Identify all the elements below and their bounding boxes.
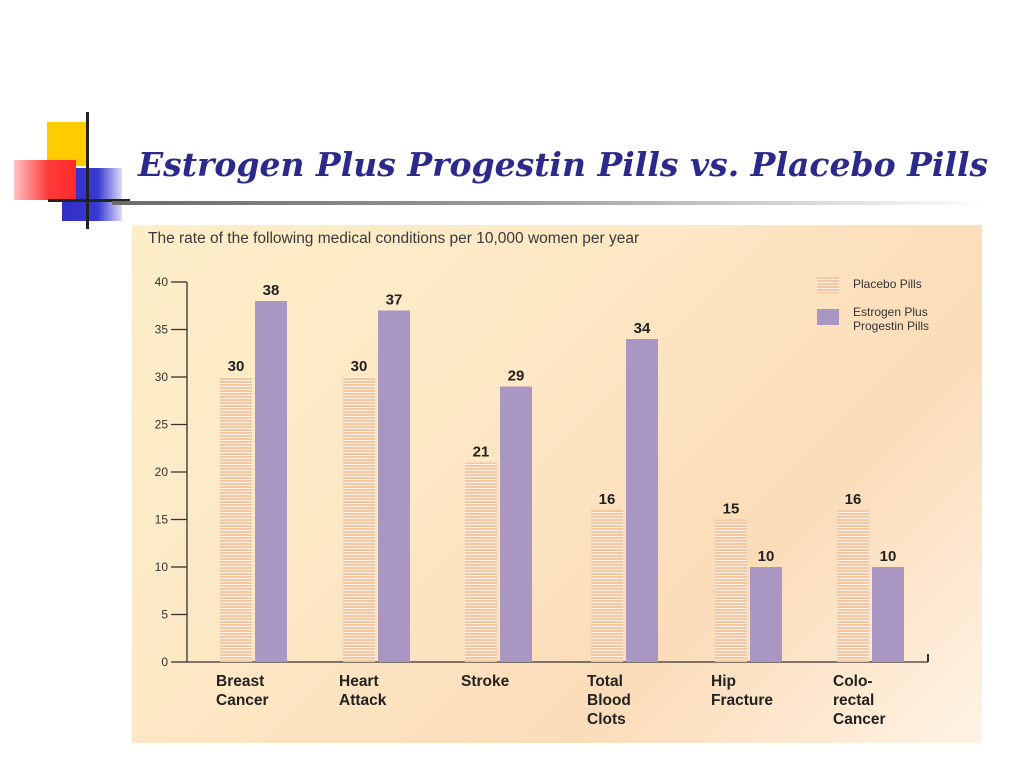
y-tick-label: 30 [155, 370, 169, 384]
legend-swatch-placebo [817, 277, 839, 293]
category-label: Clots [587, 711, 626, 728]
category-label: Breast [216, 673, 264, 690]
bar-estrogen [255, 301, 287, 662]
category-label: Stroke [461, 673, 510, 690]
bar-estrogen [750, 567, 782, 662]
category-label: rectal [833, 692, 874, 709]
legend-swatch-estrogen [817, 309, 839, 325]
y-tick-label: 10 [155, 560, 169, 574]
legend-label-placebo-line: Placebo Pills [853, 277, 922, 291]
category-label: Hip [711, 673, 736, 690]
bar-placebo [837, 510, 869, 662]
bar-placebo [220, 377, 252, 662]
category-label: Total [587, 673, 623, 690]
y-tick-label: 40 [155, 275, 169, 289]
decor-yellow-square [47, 122, 89, 166]
bar-estrogen [626, 339, 658, 662]
y-tick-label: 25 [155, 418, 169, 432]
bar-placebo [715, 519, 747, 662]
category-label: Heart [339, 673, 379, 690]
data-label: 16 [599, 491, 616, 508]
bar-placebo [343, 377, 375, 662]
data-label: 10 [758, 548, 775, 565]
category-label: Cancer [833, 711, 886, 728]
category-label: Fracture [711, 692, 773, 709]
data-label: 21 [473, 444, 490, 461]
category-label: Attack [339, 692, 387, 709]
bar-placebo [591, 510, 623, 662]
y-tick-label: 15 [155, 513, 169, 527]
data-label: 29 [508, 368, 525, 385]
data-label: 30 [351, 358, 368, 375]
data-label: 30 [228, 358, 245, 375]
data-label: 38 [263, 282, 280, 299]
legend-label-estrogen-line-1: Estrogen Plus [853, 305, 928, 319]
bar-estrogen [378, 310, 410, 662]
data-label: 15 [723, 501, 740, 518]
legend-label-estrogen-line-2: Progestin Pills [853, 319, 930, 333]
bar-estrogen [500, 386, 532, 662]
data-label: 34 [634, 320, 651, 337]
decor-vertical-line [86, 112, 89, 229]
slide-title: Estrogen Plus Progestin Pills vs. Placeb… [138, 145, 989, 184]
category-label: Blood [587, 692, 631, 709]
decor-red-square [14, 160, 76, 200]
decor-horizontal-line [48, 199, 130, 202]
data-label: 16 [845, 491, 862, 508]
y-tick-label: 0 [161, 655, 168, 669]
legend-label-placebo: Placebo Pills [853, 277, 922, 291]
data-label: 37 [386, 292, 403, 309]
data-label: 10 [880, 548, 897, 565]
y-tick-label: 20 [155, 465, 169, 479]
bar-estrogen [872, 567, 904, 662]
legend-label-estrogen: Estrogen Plus Progestin Pills [853, 305, 929, 333]
y-tick-label: 5 [161, 608, 168, 622]
chart-title: The rate of the following medical condit… [148, 230, 640, 247]
category-label: Cancer [216, 692, 269, 709]
y-tick-label: 35 [155, 323, 169, 337]
title-underline [112, 201, 992, 205]
bar-placebo [465, 462, 497, 662]
category-label: Colo- [833, 673, 873, 690]
